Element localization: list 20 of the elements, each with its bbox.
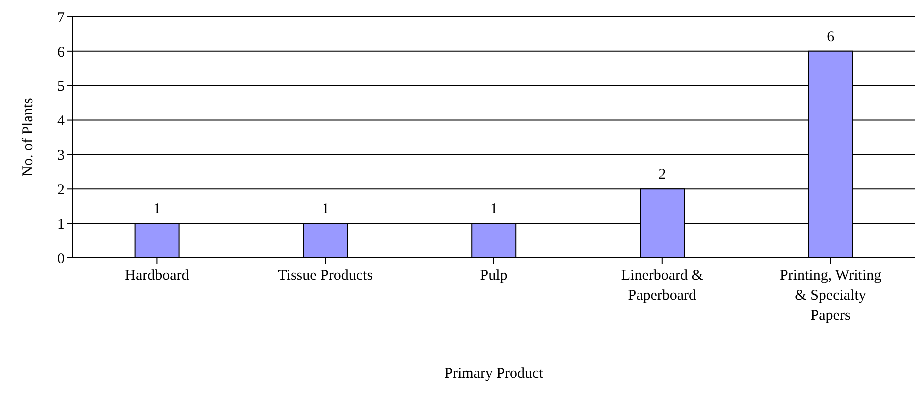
x-tick-label: Linerboard & Paperboard (621, 268, 704, 304)
y-tick-label: 5 (58, 79, 65, 96)
data-label: 1 (154, 202, 162, 218)
x-tick-label: Printing, Writing & Specialty Papers (780, 268, 882, 324)
y-tick-label: 2 (58, 182, 65, 198)
y-axis-title: No. of Plants (20, 98, 36, 177)
y-tick-label: 6 (58, 44, 66, 61)
y-tick-label: 4 (58, 114, 66, 130)
x-tick-label: Tissue Products (278, 268, 374, 284)
data-label: 1 (490, 202, 498, 218)
data-label: 6 (827, 29, 836, 46)
data-label: 1 (322, 202, 330, 218)
data-label: 2 (658, 167, 666, 184)
x-axis-title: Primary Product (444, 366, 544, 382)
y-tick-label: 1 (58, 216, 65, 233)
y-tick-label: 3 (58, 148, 65, 164)
y-tick-label: 0 (58, 251, 65, 268)
y-tick-label: 7 (58, 10, 66, 26)
x-tick-label: Pulp (480, 268, 508, 284)
x-tick-label: Hardboard (125, 268, 190, 284)
